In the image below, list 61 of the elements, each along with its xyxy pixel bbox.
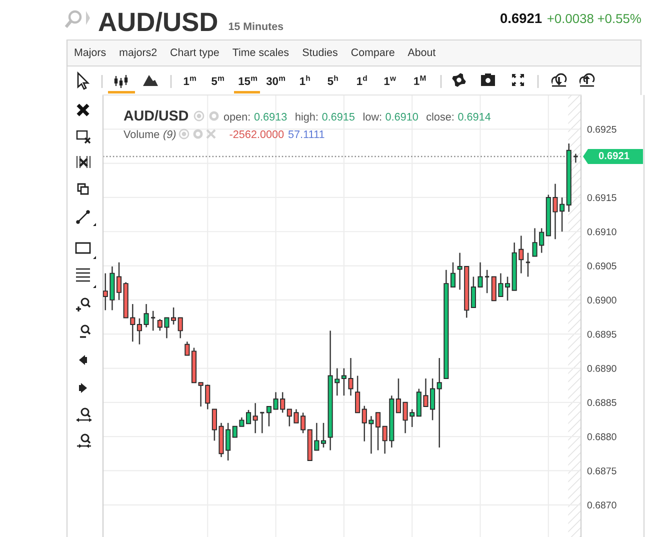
y-tick-label: 0.6900 [587,296,616,304]
y-tick-label: 0.6895 [587,330,616,338]
text: 5$^{m}$ [212,76,224,86]
annotation: -2562.0000 [230,130,284,138]
text: 30$^{m}$ [266,76,286,86]
candlestick [150,310,156,332]
text: About [408,48,436,56]
y-tick-label: 0.6905 [587,262,616,270]
candlestick [396,378,401,414]
annotation: 57.1111 [288,130,324,138]
candlestick [259,411,265,434]
annotation: low: 0.6910 [364,112,418,121]
text: 1$^{m}$ [184,76,196,85]
candlestick [504,276,510,302]
y-tick-label: 0.6875 [587,467,616,474]
chart-subtitle: 15 Minutes [228,22,284,30]
candlestick [484,269,490,294]
text: +0.55% [598,14,641,24]
y-tick-label: 0.6915 [587,194,616,202]
text: 0.6921 [500,13,542,24]
text: AUD/USD [124,110,188,121]
text: 1$^{M}$ [414,75,426,85]
text: Majors [74,48,106,58]
candlestick [252,402,258,434]
text: 1$^{d}$ [357,75,367,85]
text: majors2 [120,48,157,58]
text: Chart type [170,48,219,58]
annotation: close: 0.6914 [426,112,491,121]
y-tick-label: 0.6925 [587,126,616,133]
candlestick [246,409,252,424]
text: 15$^{m}$ [238,76,258,86]
text: 5$^{h}$ [328,75,338,86]
text: Compare [351,48,394,58]
candlestick [355,375,360,414]
text: +0.0038 [548,14,594,24]
candlestick [178,317,183,339]
y-tick-label: 0.6890 [587,364,616,372]
annotation: Volume (9) [124,130,176,140]
candlestick [320,422,326,448]
candlestick [116,262,122,301]
text: 1$^{h}$ [300,75,310,85]
candlestick [375,412,381,451]
y-tick-label: 0.6885 [587,399,616,406]
text: Time scales [232,48,289,56]
candlestick [436,357,442,448]
candlestick [144,303,149,328]
text: Studies [302,48,338,56]
annotation: open: 0.6913 [224,112,287,123]
ref-line-label: 0.6921 [598,152,630,160]
candlestick [450,262,456,288]
y-tick-label: 0.6910 [587,228,616,236]
chart-title: AUD/USD [98,12,218,32]
candlestick [184,340,190,356]
candlestick [525,252,531,278]
annotation: high: 0.6915 [296,112,355,123]
candlestick [266,406,272,427]
text: 1$^{w}$ [384,76,396,85]
y-tick-label: 0.6880 [587,433,616,440]
candlestick [572,153,578,164]
y-tick-label: 0.6870 [587,502,616,509]
candlestick [136,318,142,345]
